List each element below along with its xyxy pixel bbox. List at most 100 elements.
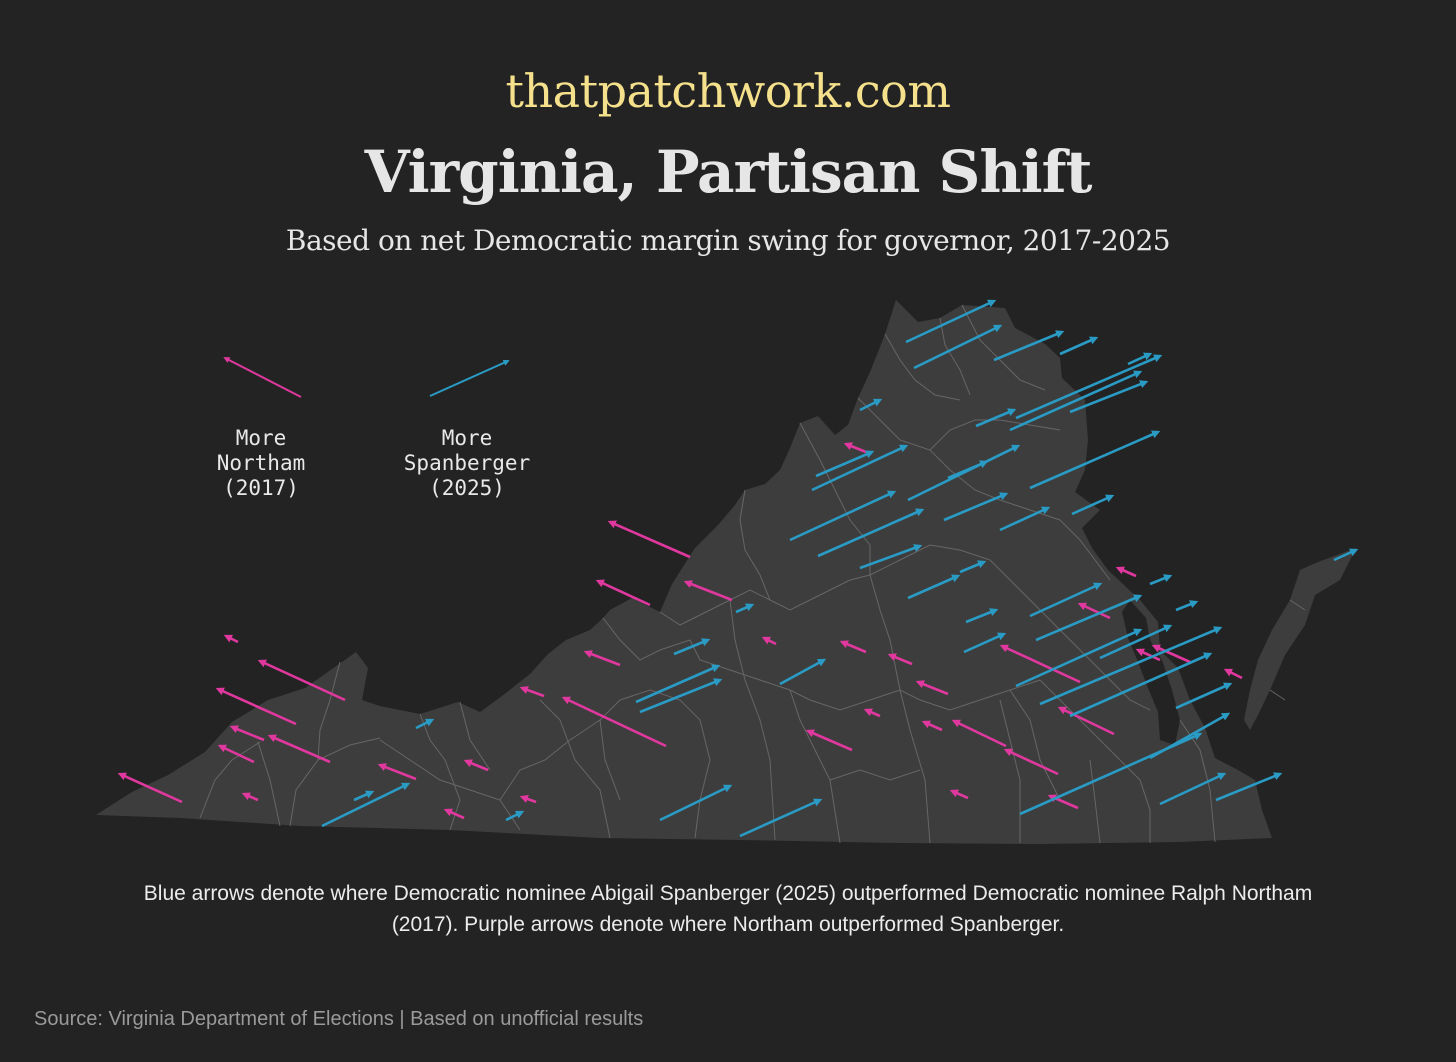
northam-arrow (915, 680, 949, 696)
spanberger-arrow (635, 664, 721, 704)
northam-arrow (863, 708, 881, 718)
northam-arrow (377, 763, 417, 781)
northam-arrow (267, 734, 331, 764)
northam-arrow (229, 725, 265, 742)
northam-arrows (117, 442, 1243, 820)
spanberger-arrow (999, 506, 1051, 532)
northam-arrow (257, 659, 346, 702)
spanberger-arrow (1019, 732, 1203, 816)
spanberger-arrow (811, 444, 909, 492)
legend-spanberger-line3: (2025) (429, 476, 505, 500)
site-name: thatpatchwork.com (505, 64, 951, 118)
northam-arrow (1003, 748, 1059, 776)
northam-arrow (561, 696, 667, 748)
spanberger-arrow (673, 638, 711, 656)
virginia-state-shape (96, 300, 1272, 844)
northam-arrow (839, 640, 867, 654)
northam-arrow (1057, 706, 1115, 736)
northam-arrow (519, 686, 545, 698)
spanberger-arrow (1071, 494, 1115, 516)
spanberger-arrow (1029, 582, 1103, 618)
legend-spanberger-line1: More (441, 426, 493, 450)
map-caption: Blue arrows denote where Democratic nomi… (143, 882, 1313, 936)
northam-arrow (1223, 668, 1243, 680)
spanberger-arrow (1059, 336, 1099, 356)
northam-arrow (951, 719, 1007, 748)
northam-arrow (887, 653, 913, 666)
spanberger-arrow (1009, 370, 1143, 432)
spanberger-arrow (1069, 652, 1213, 718)
northam-arrow (1077, 602, 1111, 620)
spanberger-arrow (947, 460, 989, 480)
eastern-shore-shape (1244, 548, 1356, 730)
spanberger-arrow (735, 603, 755, 614)
spanberger-arrow (659, 784, 733, 822)
spanberger-arrow (963, 632, 1007, 654)
spanberger-arrow (1029, 430, 1161, 490)
legend-northam-line3: (2017) (223, 476, 299, 500)
map-title: Virginia, Partisan Shift (364, 138, 1093, 206)
spanberger-arrow (1333, 548, 1359, 562)
bay-inlet-shape (1122, 600, 1180, 745)
northam-arrow (1151, 644, 1191, 664)
spanberger-arrow (1159, 772, 1227, 806)
spanberger-arrow (965, 608, 999, 624)
spanberger-arrows (321, 299, 1359, 838)
northam-legend-arrow-icon (223, 357, 302, 398)
spanberger-arrow (1215, 772, 1283, 802)
spanberger-arrow (1149, 574, 1173, 586)
northam-arrow (595, 579, 651, 607)
spanberger-arrow (1015, 354, 1163, 420)
northam-arrow (1135, 648, 1161, 662)
northam-arrow (805, 729, 853, 752)
legend-spanberger-label: More Spanberger (2025) (367, 426, 567, 501)
northam-arrow (683, 580, 733, 602)
spanberger-arrow (1015, 628, 1143, 688)
map-subtitle: Based on net Democratic margin swing for… (285, 224, 1171, 257)
spanberger-arrow (975, 408, 1017, 428)
northam-arrow (583, 650, 621, 667)
northam-arrow (217, 744, 255, 764)
spanberger-arrow (859, 398, 883, 412)
northam-arrow (921, 720, 943, 732)
spanberger-arrow (993, 330, 1065, 362)
spanberger-arrow (505, 810, 525, 822)
spanberger-arrow (779, 658, 827, 686)
legend-northam-line2: Northam (216, 451, 306, 475)
northam-arrow (519, 795, 537, 804)
legend-northam-label: More Northam (2017) (161, 426, 361, 501)
northam-arrow (607, 520, 691, 559)
spanberger-arrow (321, 782, 411, 828)
spanberger-arrow (789, 490, 897, 542)
spanberger-arrow (859, 544, 923, 570)
spanberger-arrow (959, 560, 987, 574)
spanberger-legend-arrow-icon (429, 359, 510, 397)
legend-spanberger-line2: Spanberger (403, 451, 531, 475)
northam-arrow (463, 759, 489, 772)
source-note: Source: Virginia Department of Elections… (34, 1008, 644, 1030)
northam-arrow (443, 808, 465, 820)
spanberger-arrow (353, 790, 375, 802)
spanberger-arrow (415, 718, 435, 730)
spanberger-arrow (943, 492, 1009, 522)
spanberger-arrow (639, 678, 723, 714)
spanberger-arrow (1099, 624, 1173, 660)
northam-arrow (215, 687, 297, 726)
northam-arrow (761, 636, 777, 646)
northam-arrow (241, 792, 259, 802)
spanberger-arrow (907, 574, 961, 600)
spanberger-arrow (1039, 626, 1223, 706)
northam-arrow (949, 789, 969, 800)
legend-northam-line1: More (235, 426, 287, 450)
spanberger-arrow (1175, 682, 1233, 710)
spanberger-arrow (817, 508, 925, 558)
spanberger-arrow (1127, 352, 1153, 366)
spanberger-arrow (905, 299, 997, 344)
northam-arrow (843, 442, 867, 454)
northam-arrow (1115, 566, 1137, 578)
northam-arrow (223, 634, 239, 644)
spanberger-arrow (913, 324, 1003, 370)
northam-arrow (999, 644, 1081, 684)
northam-arrow (117, 772, 183, 804)
